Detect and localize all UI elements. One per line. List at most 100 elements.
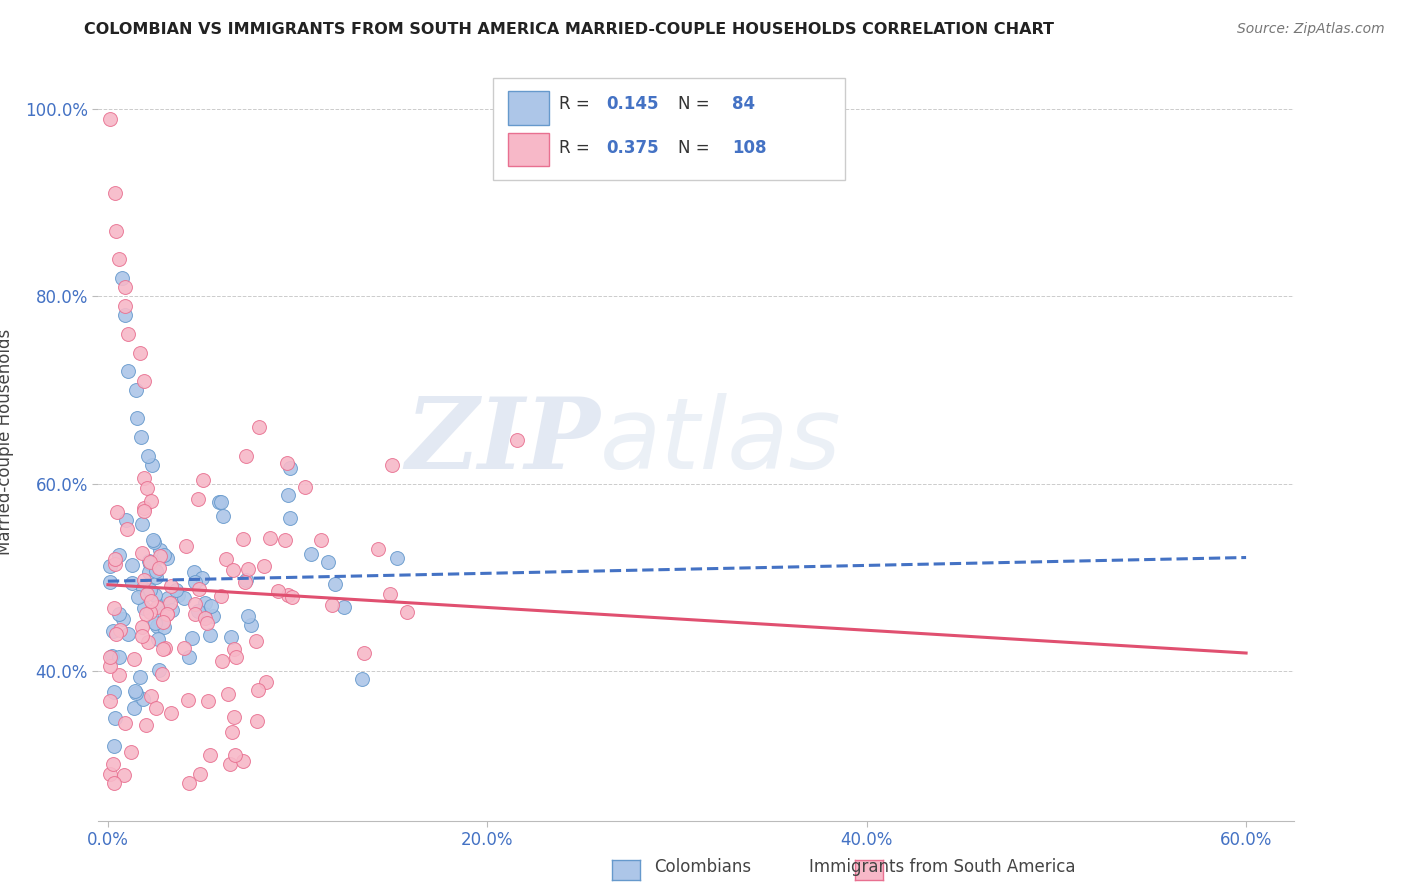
Point <box>221 724 243 739</box>
Point <box>294 480 316 494</box>
Point <box>134 504 156 518</box>
Text: N =: N = <box>678 95 714 113</box>
Point <box>211 654 233 668</box>
Point <box>278 461 301 475</box>
Point <box>247 420 270 434</box>
Point <box>222 564 245 578</box>
Point <box>153 620 176 634</box>
Point <box>136 635 159 649</box>
Point <box>104 711 127 725</box>
Point <box>281 590 304 604</box>
Text: 108: 108 <box>733 139 766 157</box>
Point <box>396 606 419 620</box>
Point <box>245 634 267 648</box>
Point <box>173 641 195 656</box>
Point <box>128 670 150 684</box>
Point <box>149 549 172 564</box>
Point <box>138 557 160 571</box>
Point <box>309 533 332 547</box>
Point <box>145 700 167 714</box>
Point <box>159 596 181 610</box>
Point <box>160 706 183 721</box>
Point <box>225 649 247 664</box>
Point <box>107 548 129 562</box>
Point <box>101 648 124 663</box>
Point <box>136 449 159 463</box>
Point <box>98 649 121 664</box>
Point <box>153 641 176 656</box>
Point <box>148 561 170 575</box>
Point <box>217 687 239 701</box>
Point <box>103 601 125 615</box>
Point <box>180 631 202 645</box>
Text: ZIP: ZIP <box>405 393 600 490</box>
Point <box>108 607 131 622</box>
Point <box>138 554 160 568</box>
Point <box>187 491 209 506</box>
Point <box>115 522 138 536</box>
Point <box>117 626 139 640</box>
Point <box>240 617 263 632</box>
Point <box>143 588 166 602</box>
Point <box>155 550 177 565</box>
Point <box>124 683 146 698</box>
Point <box>131 546 153 560</box>
Point <box>101 624 124 638</box>
Point <box>325 577 347 591</box>
Point <box>129 345 152 359</box>
Point <box>141 458 163 472</box>
Point <box>98 574 121 589</box>
Point <box>190 571 212 585</box>
Point <box>117 326 139 341</box>
Point <box>121 576 143 591</box>
Point <box>232 532 254 546</box>
Point <box>367 542 389 557</box>
Point <box>120 745 142 759</box>
Point <box>235 574 257 588</box>
Point <box>273 533 295 547</box>
Point <box>160 579 183 593</box>
Text: COLOMBIAN VS IMMIGRANTS FROM SOUTH AMERICA MARRIED-COUPLE HOUSEHOLDS CORRELATION: COLOMBIAN VS IMMIGRANTS FROM SOUTH AMERI… <box>84 22 1054 37</box>
Point <box>142 555 165 569</box>
Point <box>149 543 172 558</box>
Point <box>187 604 209 618</box>
Text: Immigrants from South America: Immigrants from South America <box>808 858 1076 876</box>
Point <box>156 607 179 621</box>
Point <box>381 458 404 472</box>
Point <box>253 558 276 573</box>
Point <box>103 776 125 790</box>
Point <box>184 607 207 621</box>
Point <box>114 299 136 313</box>
Point <box>132 581 155 595</box>
Point <box>179 649 201 664</box>
Point <box>104 557 127 571</box>
Point <box>219 757 242 772</box>
Point <box>211 509 233 524</box>
Point <box>115 513 138 527</box>
Point <box>165 583 187 598</box>
Point <box>98 693 121 707</box>
Point <box>111 270 134 285</box>
Point <box>122 652 145 666</box>
Text: Source: ZipAtlas.com: Source: ZipAtlas.com <box>1237 22 1385 37</box>
Point <box>183 565 205 579</box>
Point <box>246 714 269 729</box>
Point <box>114 716 136 731</box>
Point <box>145 564 167 578</box>
Point <box>190 767 212 781</box>
Point <box>98 767 121 781</box>
Point <box>277 588 299 602</box>
Point <box>156 607 179 622</box>
Point <box>352 672 374 686</box>
Point <box>195 615 218 630</box>
Point <box>136 587 159 601</box>
Text: atlas: atlas <box>600 393 842 490</box>
Point <box>299 548 322 562</box>
Point <box>125 411 148 425</box>
Point <box>506 433 529 447</box>
Point <box>108 668 131 682</box>
Point <box>135 718 157 732</box>
Point <box>194 611 217 625</box>
FancyBboxPatch shape <box>494 78 845 180</box>
Point <box>103 684 125 698</box>
